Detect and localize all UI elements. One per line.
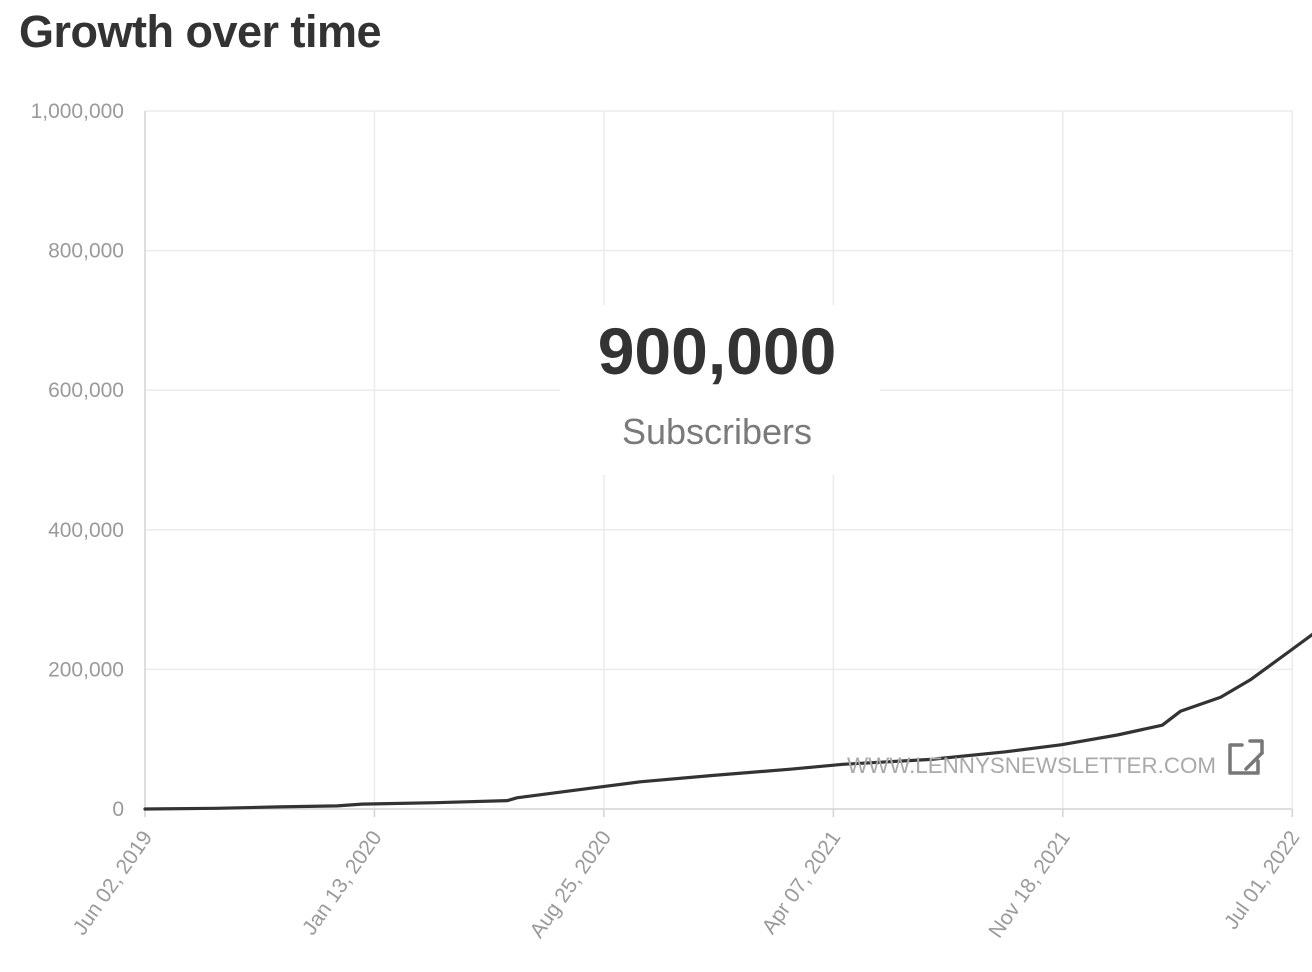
x-tick-label: Jun 02, 2019 — [69, 827, 157, 940]
x-axis: Jun 02, 2019 Jan 13, 2020 Aug 25, 2020 Apr … — [69, 808, 1304, 943]
y-tick-label: 0 — [112, 798, 124, 821]
x-tick-label: Jan 13, 2020 — [298, 827, 386, 940]
y-tick-label: 600,000 — [48, 379, 124, 402]
y-tick-label: 1,000,000 — [31, 100, 124, 123]
y-axis: 0 200,000 400,000 600,000 800,000 1,000,000 — [31, 100, 146, 821]
series-layer — [143, 632, 1312, 811]
external-link-icon[interactable] — [1228, 739, 1264, 775]
y-tick-label: 200,000 — [48, 658, 124, 681]
y-tick-label: 400,000 — [48, 519, 124, 542]
chart-title: Growth over time — [19, 6, 382, 57]
series-line-0 — [143, 632, 1312, 811]
y-tick-label: 800,000 — [48, 240, 124, 263]
x-tick-label: Jul 01, 2022 — [1220, 827, 1304, 934]
x-tick-label: Nov 18, 2021 — [984, 827, 1075, 943]
callout-background — [560, 305, 880, 475]
watermark-link[interactable]: WWW.LENNYSNEWSLETTER.COM — [847, 753, 1216, 778]
x-tick-label: Aug 25, 2020 — [526, 827, 617, 943]
callout-value: 900,000 — [598, 314, 837, 388]
callout-label: Subscribers — [622, 411, 812, 452]
x-tick-label: Apr 07, 2021 — [758, 827, 846, 939]
